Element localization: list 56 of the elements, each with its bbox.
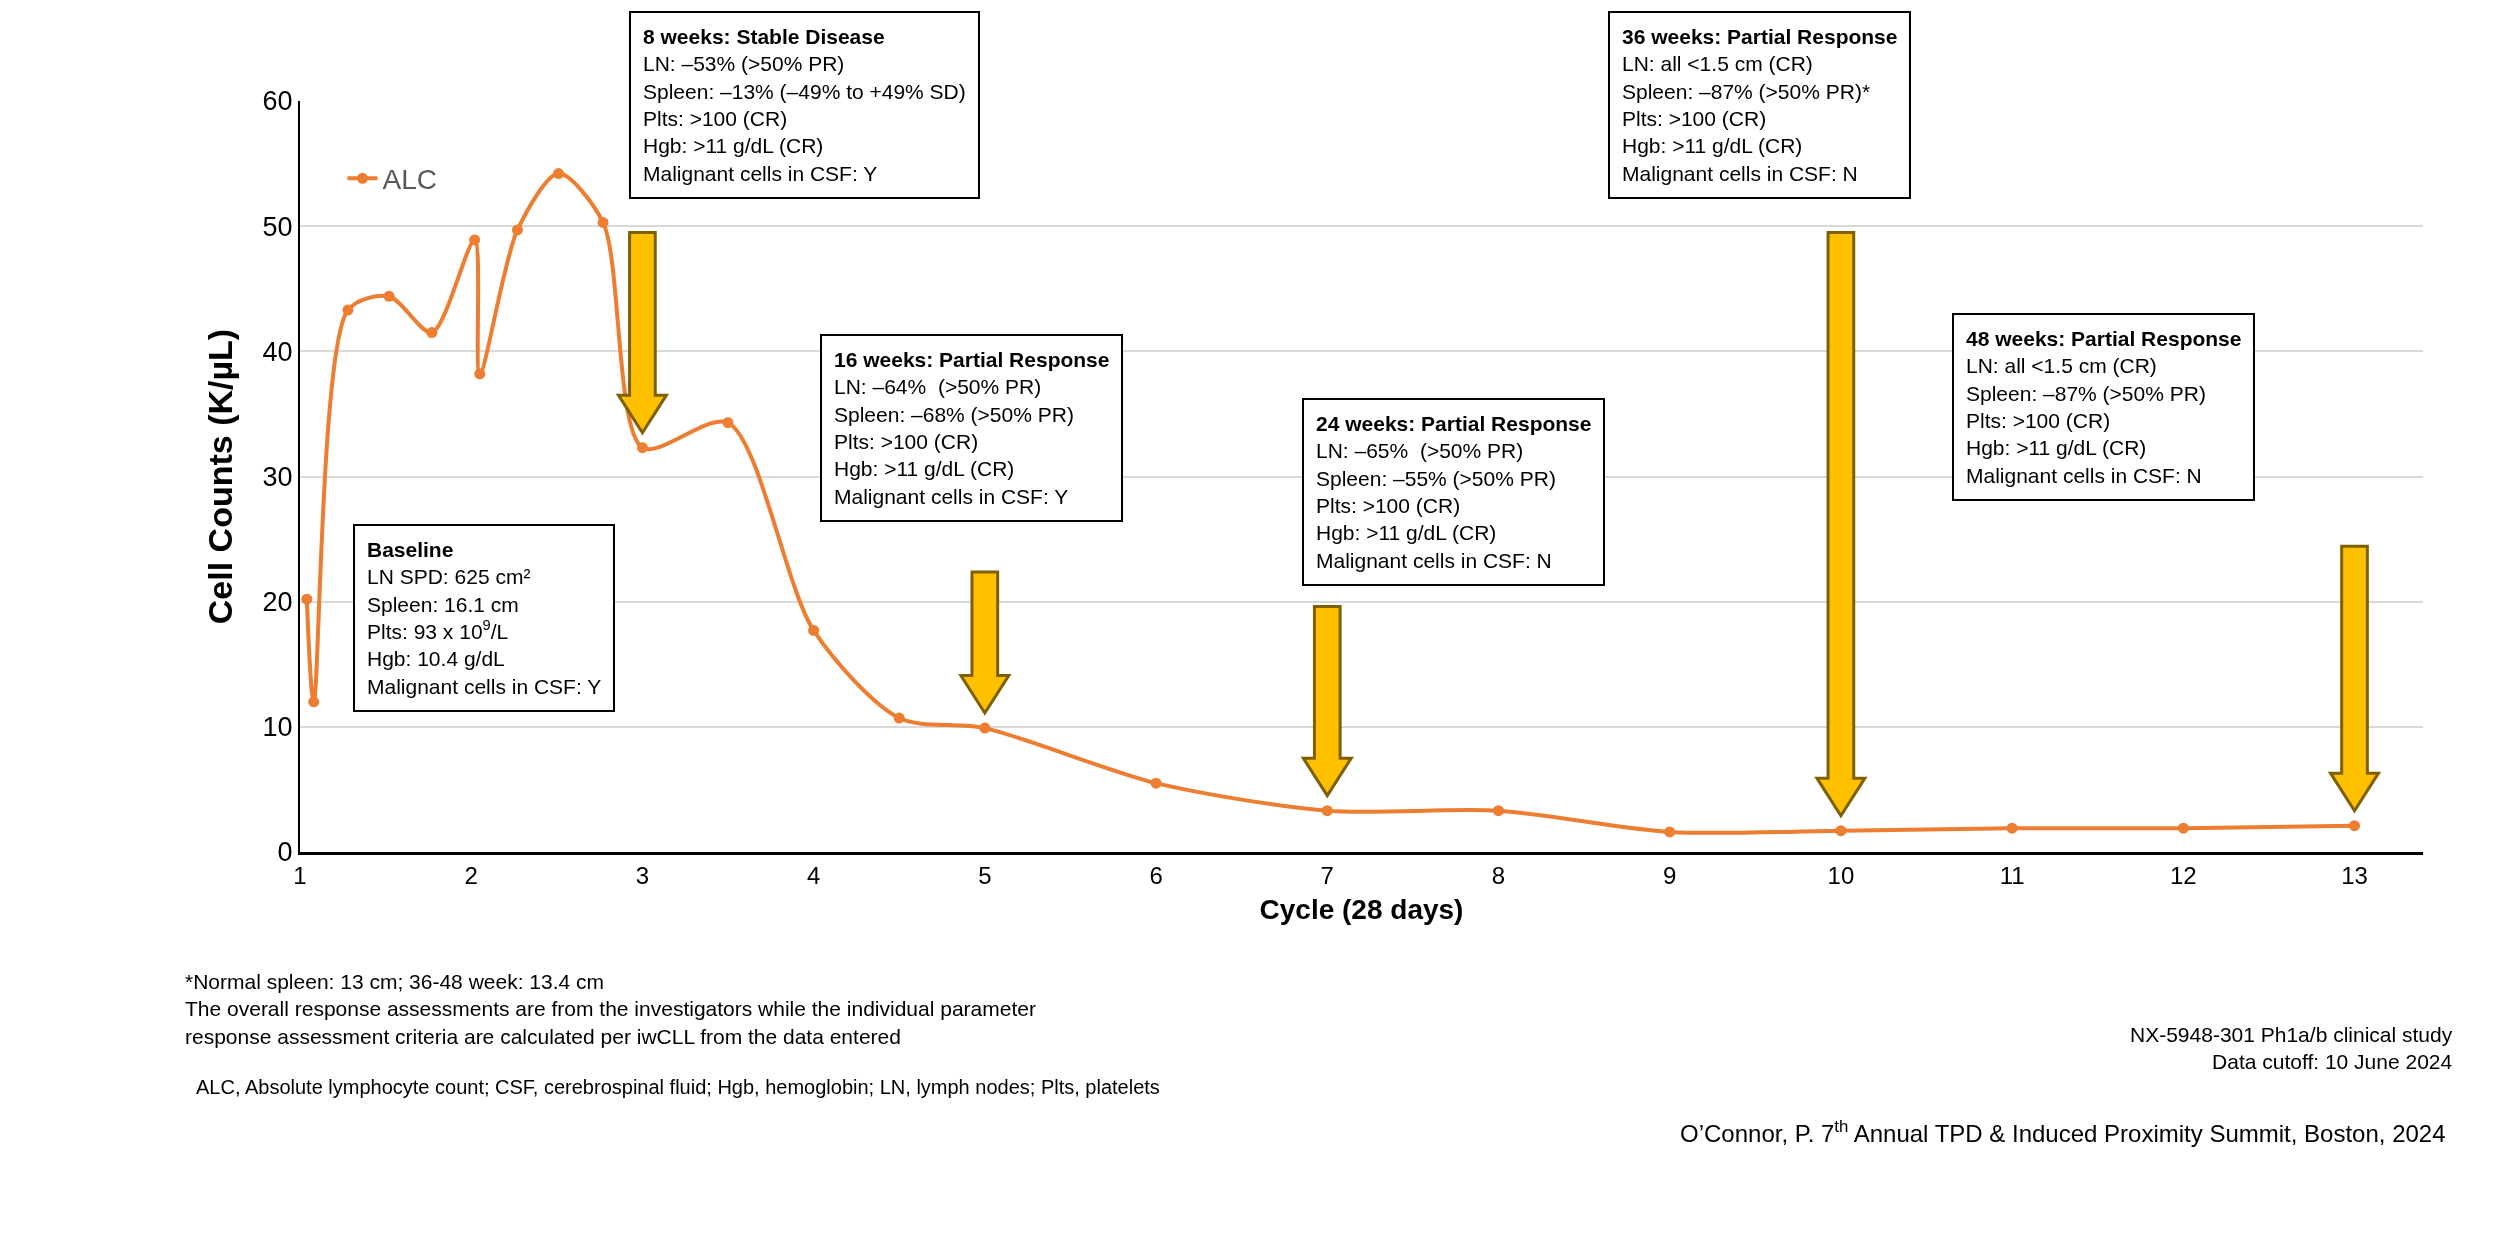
x-tick-label: 1 [293,861,307,889]
y-tick-label: 10 [262,712,293,743]
point [1835,825,1847,837]
point [1492,805,1504,817]
annotation: 36 weeks: Partial Response LN: all <1.5 cm (CR) Spleen: –87% (>50% PR)* Plts: >100 (CR) Hgb: >11 g/dL (CR) Malignant cells in CSF: N [1622,25,1898,185]
point [553,168,565,180]
text: ALC, Absolute lymphocyte count; CSF, cerebrospinal fluid; Hgb, hemoglobin; LN, lymph nodes; Plts, platelets [196,1076,1160,1098]
legend-label: ALC [382,164,437,196]
x-tick-label: 3 [635,861,650,889]
text: O’Connor, P. 7$^{th}$ Annual TPD & Induced Proximity Summit, Boston, 2024 [1680,1117,2446,1148]
y-tick-label: 60 [262,86,293,117]
point [308,696,320,708]
x-tick-label: 11 [1999,861,2025,889]
y-tick-label: 50 [262,211,293,242]
point [722,417,734,429]
point [426,327,438,339]
y-tick-label: 20 [262,587,293,618]
x-tick-label: 5 [978,861,992,889]
annotation: Baseline LN SPD: 625 cm² Spleen: 16.1 cm Plts: 93 x 10$^{9}$/L Hgb: 10.4 g/dL Malignant cells in CSF: Y [367,538,602,698]
text: NX-5948-301 Ph1a/b clinical study Data cutoff: 10 June 2024 [2130,1023,2453,1074]
point [893,712,905,724]
point [979,722,991,734]
x-tick-label: 8 [1491,861,1506,889]
point [383,290,395,302]
point [474,368,486,380]
x-tick-label: 6 [1149,861,1163,889]
x-tick-label: 13 [2341,861,2368,889]
point [2177,822,2189,834]
x-tick-label: 4 [806,861,821,889]
x-tick-label: 12 [2169,861,2197,889]
annotation: 48 weeks: Partial Response LN: all <1.5 cm (CR) Spleen: –87% (>50% PR) Plts: >100 (CR) Hgb: >11 g/dL (CR) Malignant cells in CSF: N [1966,327,2242,487]
point [1664,826,1676,838]
point [808,624,820,636]
point [2006,822,2018,834]
point [511,224,523,236]
point [469,234,481,246]
point [2349,820,2361,832]
x-tick-label: 2 [464,861,478,889]
x-axis-title: Cycle (28 days) [1259,893,1464,925]
x-tick-label: 9 [1663,861,1677,889]
y-tick-label: 40 [262,336,293,367]
x-tick-label: 10 [1827,861,1855,889]
annotation: 16 weeks: Partial Response LN: –64% (>50% PR) Spleen: –68% (>50% PR) Plts: >100 (CR) Hgb: >11 g/dL (CR) Malignant cells in CSF: Y [834,348,1110,508]
y-tick-label: 0 [277,837,293,868]
text: *Normal spleen: 13 cm; 36-48 week: 13.4 cm The overall response assessments are from the investigators while the individual parameter response assessment criteria are calculated per iwCLL from the data entered [185,970,1036,1048]
point [1150,777,1162,789]
annotation: 8 weeks: Stable Disease LN: –53% (>50% PR) Spleen: –13% (–49% to +49% SD) Plts: >100 (CR) Hgb: >11 g/dL (CR) Malignant cells in CSF: Y [643,25,966,185]
point [301,593,313,605]
point [636,442,648,454]
y-tick-label: 30 [262,461,293,492]
point [597,216,609,228]
point [342,304,354,316]
annotation: 24 weeks: Partial Response LN: –65% (>50% PR) Spleen: –55% (>50% PR) Plts: >100 (CR) Hgb: >11 g/dL (CR) Malignant cells in CSF: N [1316,412,1592,572]
x-tick-label: 7 [1320,861,1334,889]
y-axis-title: Cell Counts (K/µL) [200,328,239,625]
point [1321,805,1333,817]
